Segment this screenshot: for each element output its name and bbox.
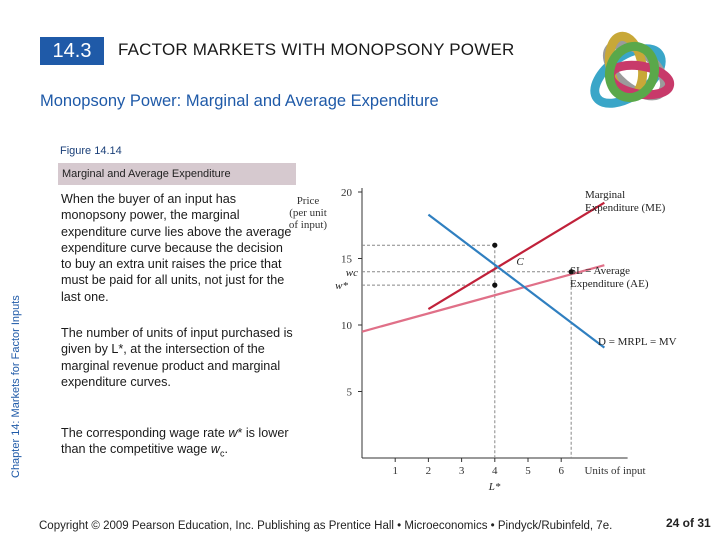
section-title: FACTOR MARKETS WITH MONOPSONY POWER (118, 40, 515, 59)
y-tick-label: 5 (347, 387, 353, 399)
point-2 (492, 282, 498, 288)
figure-label: Figure 14.14 (60, 145, 122, 157)
y-tick-label: 20 (341, 187, 353, 199)
figure-title: Marginal and Average Expenditure (58, 163, 296, 185)
y-tick-label: 15 (341, 254, 353, 266)
x-tick-label: 5 (525, 465, 531, 477)
x-tick-label: 1 (392, 465, 398, 477)
x-tick-label: 4 (492, 465, 498, 477)
section-number: 14.3 (52, 39, 92, 62)
x-tick-label: 3 (459, 465, 465, 477)
footer-copyright: Copyright © 2009 Pearson Education, Inc.… (39, 520, 613, 532)
page-number: 24 of 31 (666, 516, 711, 530)
label-c: C (516, 256, 524, 268)
paragraph-2: The number of units of input purchased i… (61, 326, 293, 389)
slide-subtitle: Monopsony Power: Marginal and Average Ex… (40, 92, 439, 110)
series-line-3 (427, 213, 606, 349)
factor-market-chart: 5 10 15 20 1 2 3 4 5 6 Price (per unit of input) Unit… (289, 187, 677, 493)
label-me: Marginal Expenditure (ME) (585, 189, 666, 214)
series-line-1 (427, 201, 605, 310)
x-tick-label: 6 (558, 465, 564, 477)
section-number-box: 14.3 (40, 37, 104, 65)
label-wc: wc (346, 267, 358, 279)
x-tick-label: 2 (426, 465, 432, 477)
chapter-side-tab: Chapter 14: Markets for Factor Inputs (10, 295, 22, 478)
paragraph-3: The corresponding wage rate w* is lower … (61, 426, 289, 459)
point-1 (492, 242, 498, 248)
y-tick-label: 10 (341, 320, 353, 332)
y-axis-label: Price (per unit of input) (289, 195, 328, 231)
label-demand: D = MRPL = MV (598, 336, 677, 348)
label-wstar: w* (335, 280, 348, 292)
label-ae: SL = Average Expenditure (AE) (570, 265, 649, 290)
point-3 (568, 269, 574, 275)
series-line-2 (361, 264, 605, 333)
label-lstar: L* (488, 481, 501, 493)
paragraph-1: When the buyer of an input has monopsony… (61, 192, 292, 304)
rings-logo (590, 31, 675, 108)
x-axis-label: Units of input (584, 465, 645, 477)
